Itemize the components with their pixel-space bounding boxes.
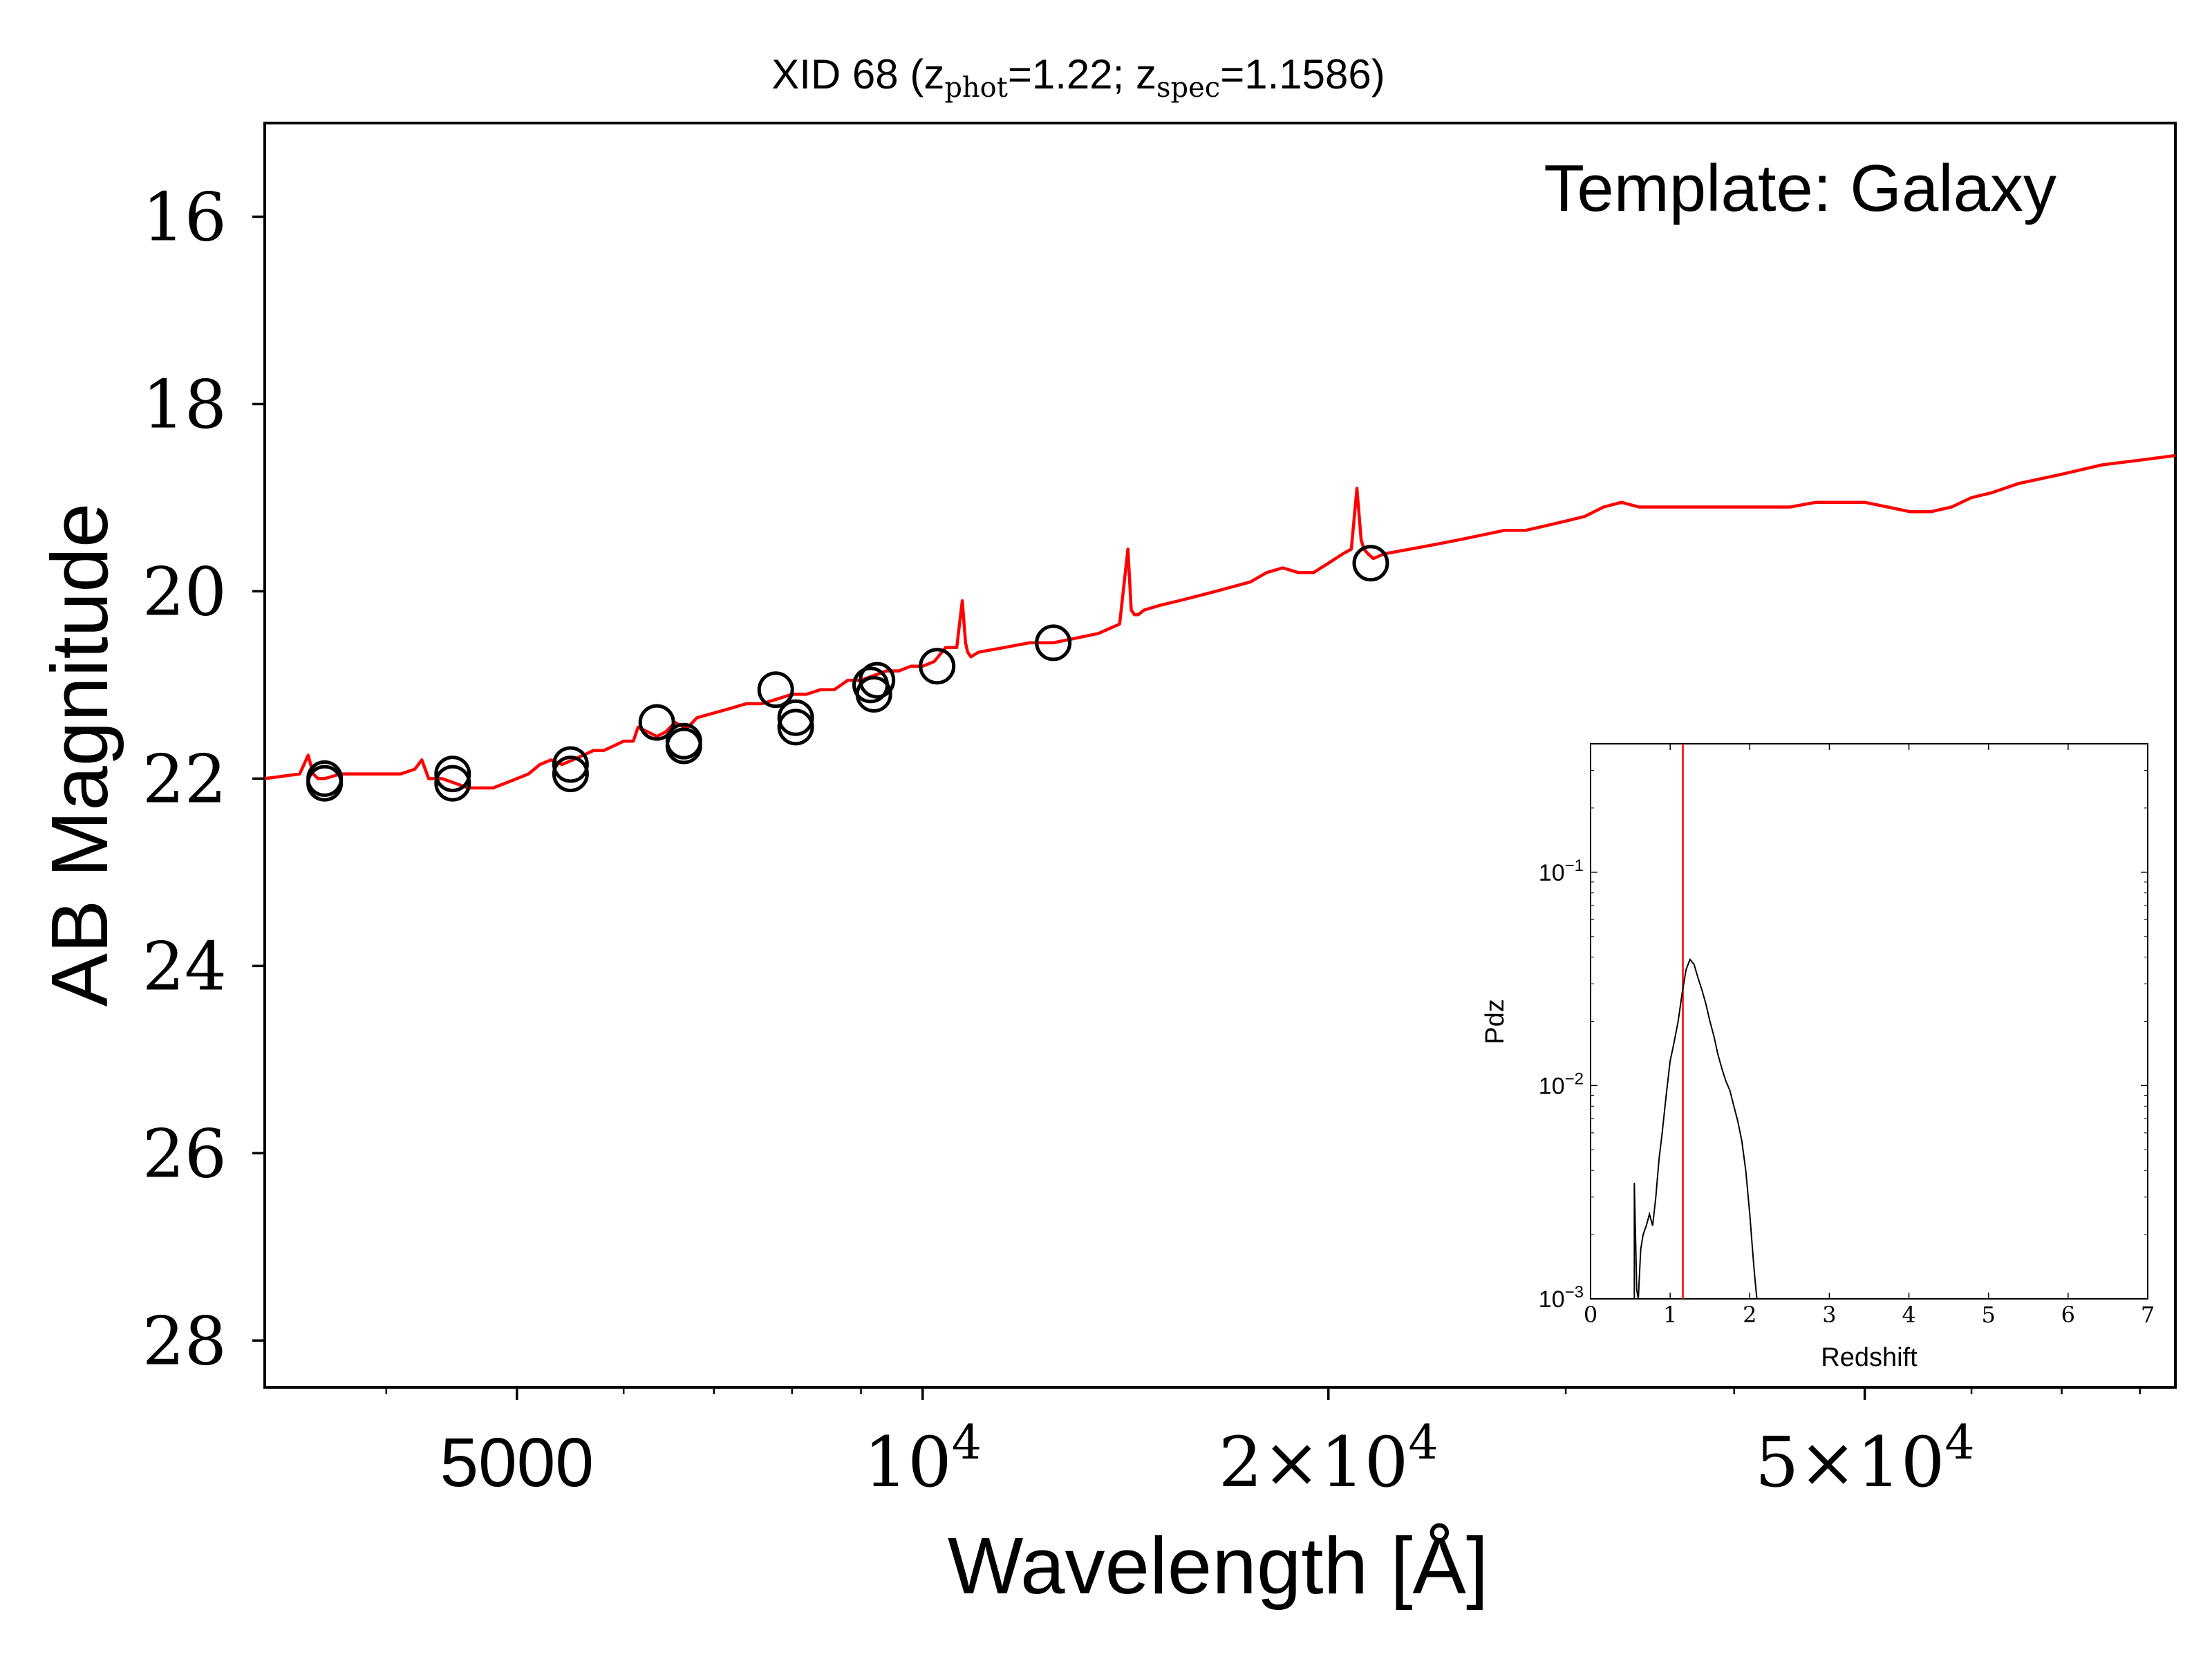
y-tick-label: 20	[142, 553, 227, 630]
x-tick-label: 5000	[440, 1424, 594, 1501]
inset-x-tick-label: 0	[1584, 1302, 1597, 1328]
inset-pdz-curve	[1633, 958, 1758, 1300]
photometry-point	[777, 709, 814, 746]
photometry-point	[777, 699, 814, 736]
inset-chart: 0 1 2 3 4 5 6 7 10−3 10−2 10−1 Redshift Pdz	[1472, 719, 2174, 1386]
inset-y-tick-label: 10−1	[1539, 856, 1584, 886]
y-tick-label: 22	[142, 740, 227, 818]
inset-x-tick-label: 4	[1902, 1302, 1915, 1328]
inset-x-tick-label: 3	[1822, 1302, 1836, 1328]
y-tick-label: 24	[142, 928, 227, 1005]
inset-y-tick-label: 10−3	[1539, 1283, 1584, 1313]
main-y-ticks: 16 18 20 22 24 26 28	[142, 178, 265, 1380]
y-tick-label: 16	[142, 178, 227, 256]
inset-series	[1633, 744, 1758, 1300]
photometry-point	[852, 666, 889, 704]
y-tick-label: 26	[142, 1115, 227, 1192]
main-series	[264, 453, 2176, 802]
inset-background	[1472, 719, 2174, 1386]
photometry-point	[552, 746, 589, 783]
template-sed-line	[264, 453, 2176, 790]
inset-x-ticks: 0 1 2 3 4 5 6 7	[1584, 744, 2155, 1328]
y-tick-label: 28	[142, 1302, 227, 1380]
annotation-template: Template: Galaxy	[1544, 151, 2056, 225]
main-plot-frame	[263, 122, 2177, 1389]
photometry-point	[859, 662, 896, 699]
photometry-point	[1035, 624, 1072, 662]
photometry-point	[638, 704, 675, 741]
photometry-point	[919, 648, 956, 685]
inset-x-tick-label: 7	[2141, 1302, 2155, 1328]
photometry-point	[1352, 545, 1389, 582]
inset-x-axis-label: Redshift	[1821, 1343, 1918, 1372]
x-tick-label: 5×104	[1755, 1416, 1975, 1503]
photometry-point	[665, 722, 702, 760]
photometry-point	[434, 756, 471, 793]
inset-y-axis-label: Pdz	[1481, 999, 1510, 1044]
photometry-point	[306, 765, 344, 802]
photometry-point	[434, 765, 471, 802]
chart-title: XID 68 (zphot=1.22; zspec=1.1586)	[771, 51, 1385, 104]
x-tick-label: 104	[864, 1416, 982, 1503]
photometry-point	[757, 671, 794, 709]
x-axis-label: Wavelength [Å]	[948, 1521, 1488, 1611]
inset-x-tick-label: 5	[1982, 1302, 1996, 1328]
x-tick-label: 2×104	[1219, 1416, 1438, 1503]
inset-y-ticks: 10−3 10−2 10−1	[1539, 743, 2148, 1313]
y-tick-label: 18	[142, 366, 227, 443]
y-axis-label: AB Magnitude	[35, 503, 124, 1007]
main-x-ticks: 5000 104 2×104 5×104	[385, 1387, 2141, 1503]
inset-x-tick-label: 6	[2061, 1302, 2075, 1328]
inset-x-tick-label: 1	[1663, 1302, 1677, 1328]
inset-y-tick-label: 10−2	[1539, 1069, 1584, 1099]
inset-x-tick-label: 2	[1743, 1302, 1756, 1328]
photometry-point	[552, 756, 589, 793]
